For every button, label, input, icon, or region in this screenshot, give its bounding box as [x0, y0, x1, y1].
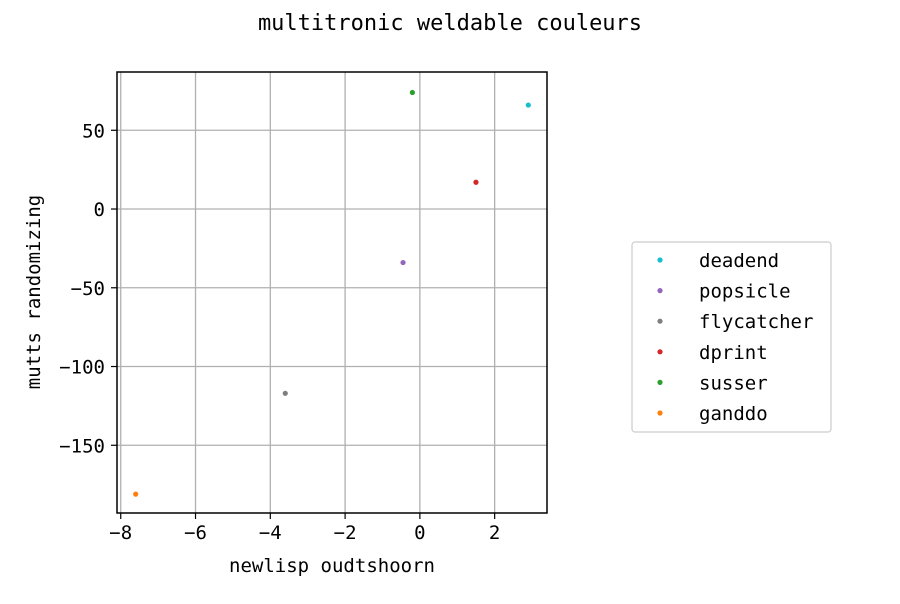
legend-marker-ganddo [657, 410, 663, 416]
legend-marker-dprint [657, 349, 663, 355]
legend-label-dprint: dprint [699, 342, 768, 364]
x-tick-label: 0 [414, 522, 425, 544]
legend-label-deadend: deadend [699, 250, 779, 272]
x-tick-label: −2 [334, 522, 357, 544]
data-point-flycatcher [282, 390, 288, 396]
legend-label-ganddo: ganddo [699, 403, 768, 425]
chart-title: multitronic weldable couleurs [258, 11, 642, 36]
legend-label-susser: susser [699, 372, 768, 394]
data-point-ganddo [133, 491, 139, 497]
legend-marker-susser [657, 379, 663, 385]
legend-marker-popsicle [657, 288, 663, 294]
y-tick-label: 0 [94, 199, 105, 221]
plot-frame [116, 71, 548, 514]
data-point-deadend [525, 102, 531, 108]
axis-ticks: −8 −6 −4 −2 0 2 50 0 −50 −100 −150 [59, 120, 500, 544]
y-tick-label: 50 [82, 120, 105, 142]
x-tick-label: −6 [184, 522, 207, 544]
y-tick-label: −50 [71, 278, 105, 300]
legend-label-popsicle: popsicle [699, 281, 791, 303]
y-tick-label: −100 [59, 357, 105, 379]
legend: deadend popsicle flycatcher dprint susser gan… [631, 241, 832, 433]
legend-marker-deadend [657, 257, 663, 263]
data-point-dprint [473, 179, 479, 185]
data-point-susser [409, 89, 415, 96]
legend-label-flycatcher: flycatcher [699, 311, 813, 333]
x-tick-label: −4 [259, 522, 282, 544]
y-tick-label: −150 [59, 435, 105, 457]
x-tick-label: −8 [109, 522, 132, 544]
y-axis-label: mutts randomizing [23, 195, 45, 389]
legend-marker-flycatcher [657, 318, 663, 324]
legend-box [631, 241, 832, 433]
data-point-popsicle [400, 259, 406, 266]
x-tick-label: 2 [489, 522, 500, 544]
x-axis-label: newlisp oudtshoorn [229, 555, 435, 577]
data-points [133, 89, 531, 497]
grid-lines [117, 72, 547, 513]
